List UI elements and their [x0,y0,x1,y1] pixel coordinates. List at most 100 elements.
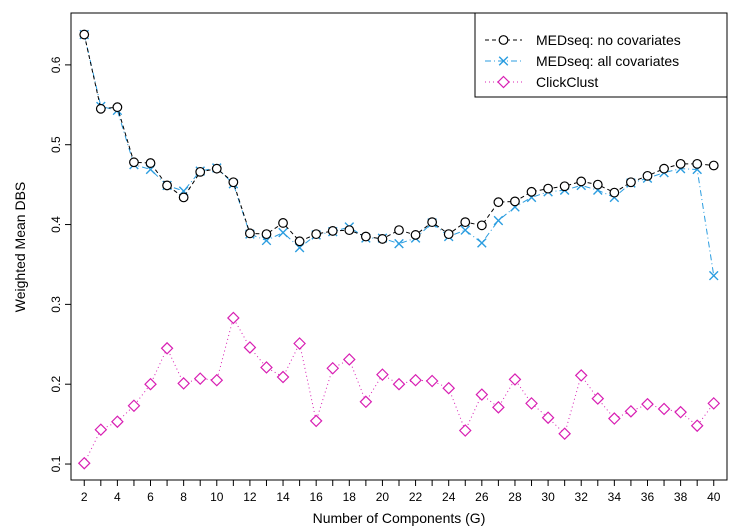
x-tick-label: 12 [243,490,257,504]
data-point [294,236,305,247]
x-tick-label: 26 [475,490,489,504]
data-point [425,374,439,388]
data-point [195,166,206,177]
data-point [477,238,487,248]
x-tick-label: 38 [674,490,688,504]
legend-label: MEDseq: all covariates [536,53,679,69]
data-point [177,377,190,390]
data-point [659,163,669,174]
data-point [543,183,553,194]
data-point [592,179,603,190]
data-point [377,234,388,244]
data-point [327,226,338,236]
y-axis: 0.1 0.2 0.3 0.4 0.5 0.6 [49,56,71,472]
data-point [342,353,356,366]
data-point [311,229,322,240]
data-point [145,158,156,168]
x-tick-label: 18 [343,490,357,504]
legend: MEDseq: no covariates MEDseq: all covaria… [474,12,728,98]
data-point [574,369,588,382]
data-point [657,402,671,416]
data-point [460,217,471,228]
data-point [692,158,703,169]
data-point [178,192,189,203]
data-point [591,392,605,405]
data-point [493,215,504,226]
legend-marker [497,75,510,89]
x-tick-label: 28 [508,490,522,504]
series-layer [77,29,721,470]
y-tick-label: 0.6 [49,56,63,73]
data-point [492,401,505,414]
data-point [193,372,207,385]
y-tick-label: 0.4 [49,216,63,233]
y-tick-label: 0.2 [49,376,63,393]
data-point [79,29,90,40]
data-point [210,373,224,387]
x-tick-label: 14 [276,490,290,504]
data-point [77,456,91,470]
data-point [624,404,638,418]
legend-item: ClickClust [485,74,598,90]
data-point [129,157,139,168]
data-point [690,419,704,433]
legend-box [474,12,728,98]
x-tick-label: 34 [608,490,622,504]
data-point [526,186,537,197]
data-point [226,311,240,325]
series-line [83,34,715,276]
legend-label: MEDseq: no covariates [536,32,681,48]
data-point [609,187,620,198]
data-point [641,397,654,411]
series-line [83,316,715,464]
data-point [309,414,323,428]
x-tick-label: 22 [409,490,423,504]
data-point [708,160,719,171]
data-point [458,424,472,437]
y-tick-label: 0.5 [49,136,63,153]
data-point [510,196,520,207]
y-tick-label: 0.3 [49,296,63,313]
data-point [278,218,288,228]
data-point [359,395,373,409]
data-point [344,225,355,236]
data-point [608,412,621,425]
x-tick-label: 4 [114,490,121,504]
data-point [112,102,123,113]
data-point [144,377,157,391]
data-point [674,405,687,419]
data-point [326,361,340,375]
data-point [409,373,422,387]
data-point [442,381,456,395]
data-point [460,225,471,235]
data-point [293,337,306,350]
data-point [360,231,371,242]
data-point [476,220,487,231]
data-point [245,228,255,239]
data-point [541,411,555,425]
data-point [127,399,141,413]
data-point [376,368,389,381]
data-point [95,103,106,114]
data-point [626,177,636,188]
x-tick-label: 36 [641,490,655,504]
data-point [276,370,290,384]
legend-item: MEDseq: all covariates [485,53,679,69]
x-tick-label: 40 [707,490,721,504]
x-tick-label: 8 [180,490,187,504]
x-tick-label: 30 [541,490,555,504]
data-point [559,181,570,192]
data-point [162,180,172,191]
data-point [228,177,239,188]
data-point [708,270,719,281]
data-point [427,217,438,228]
data-point [525,397,538,410]
x-tick-label: 20 [376,490,390,504]
x-tick-label: 16 [309,490,323,504]
data-point [278,227,288,238]
data-point [707,397,721,410]
x-tick-label: 10 [210,490,224,504]
data-point [392,377,406,391]
legend-marker [498,56,509,66]
